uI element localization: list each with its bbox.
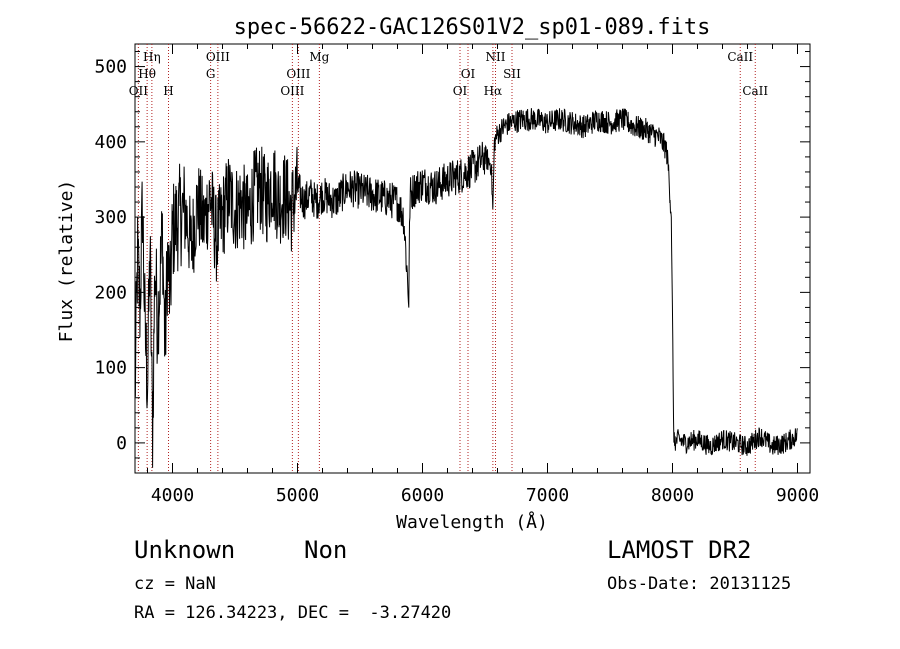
plot-border — [134, 43, 811, 474]
observation-date: Obs-Date: 20131125 — [607, 574, 792, 594]
line-marker-label: Mg — [309, 50, 329, 64]
line-marker-label: CaII — [742, 84, 768, 98]
line-marker-label: OIII — [280, 84, 304, 98]
x-tick-label: 6000 — [401, 485, 444, 506]
line-marker-label: Hθ — [138, 67, 156, 81]
y-tick-label: 0 — [116, 433, 127, 454]
survey-name: LAMOST DR2 — [607, 536, 752, 564]
plot-frame — [134, 43, 811, 474]
x-axis-ticks: 4000 5000 6000 7000 8000 9000 — [147, 44, 819, 506]
line-marker-label: OIII — [286, 67, 310, 81]
object-subclass: Non — [304, 536, 348, 564]
chart-title: spec-56622-GAC126S01V2_sp01-089.fits — [234, 15, 711, 40]
y-axis-ticks: 0 100 200 300 400 500 — [94, 51, 810, 459]
line-marker-label: H — [163, 84, 173, 98]
y-tick-label: 200 — [94, 282, 127, 303]
line-marker-label: OI — [453, 84, 468, 98]
line-marker-label: OIII — [206, 50, 230, 64]
y-axis-label: Flux (relative) — [56, 180, 77, 343]
spectrum-layer — [134, 108, 798, 468]
y-tick-label: 300 — [94, 207, 127, 228]
object-class: Unknown — [134, 536, 236, 564]
line-marker-label: NII — [486, 50, 506, 64]
x-tick-label: 4000 — [151, 485, 194, 506]
x-tick-label: 8000 — [651, 485, 694, 506]
line-marker-label: SII — [503, 67, 521, 81]
ra-dec-coordinates: RA = 126.34223, DEC = -3.27420 — [134, 603, 452, 623]
spectrum-line — [134, 108, 798, 468]
line-marker-label: CaII — [727, 50, 753, 64]
x-tick-label: 5000 — [276, 485, 319, 506]
line-marker-label: OI — [461, 67, 476, 81]
y-tick-label: 500 — [94, 57, 127, 78]
line-marker-label: Hα — [484, 84, 503, 98]
y-tick-label: 400 — [94, 132, 127, 153]
y-tick-label: 100 — [94, 358, 127, 379]
line-marker-label: G — [206, 67, 216, 81]
line-marker-label: Hη — [143, 50, 161, 64]
x-tick-label: 9000 — [776, 485, 819, 506]
redshift-cz: cz = NaN — [134, 574, 216, 594]
x-tick-label: 7000 — [526, 485, 569, 506]
x-axis-label: Wavelength (Å) — [396, 511, 548, 533]
line-marker-label: OII — [129, 84, 149, 98]
